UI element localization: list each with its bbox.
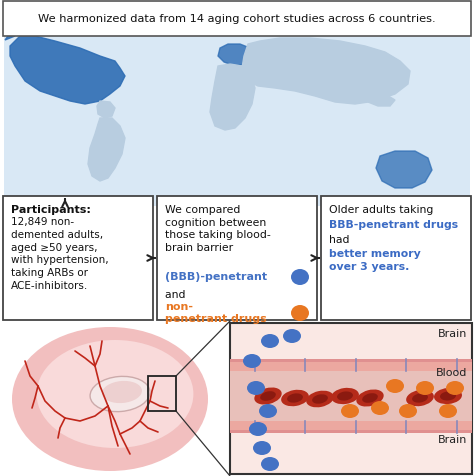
Bar (230, 371, 472, 421)
Text: and: and (165, 290, 189, 300)
Polygon shape (242, 38, 410, 104)
Text: Older adults taking: Older adults taking (329, 205, 433, 215)
Ellipse shape (412, 393, 428, 403)
Ellipse shape (337, 391, 353, 401)
Ellipse shape (36, 340, 193, 448)
Text: had: had (329, 235, 349, 245)
Ellipse shape (281, 390, 309, 406)
Polygon shape (210, 64, 255, 130)
FancyBboxPatch shape (3, 1, 471, 36)
Text: penetrant drugs: penetrant drugs (165, 314, 267, 324)
Text: 12,849 non-
demented adults,
aged ≥50 years,
with hypertension,
taking ARBs or
A: 12,849 non- demented adults, aged ≥50 ye… (11, 217, 109, 291)
Polygon shape (376, 151, 432, 188)
Ellipse shape (259, 404, 277, 418)
Bar (230, 323, 472, 474)
Bar (148, 376, 176, 411)
Bar (230, 430, 472, 433)
Ellipse shape (255, 387, 282, 405)
FancyBboxPatch shape (157, 196, 317, 320)
Ellipse shape (253, 441, 271, 455)
Ellipse shape (291, 305, 309, 321)
Ellipse shape (312, 394, 328, 404)
Ellipse shape (261, 457, 279, 471)
Ellipse shape (446, 381, 464, 395)
FancyBboxPatch shape (321, 196, 471, 320)
Text: better memory
over 3 years.: better memory over 3 years. (329, 249, 421, 272)
Ellipse shape (371, 401, 389, 415)
Ellipse shape (386, 379, 404, 393)
Bar (4, 35, 470, 206)
Polygon shape (97, 101, 115, 118)
Ellipse shape (283, 329, 301, 343)
Ellipse shape (439, 404, 457, 418)
Polygon shape (218, 44, 255, 66)
Ellipse shape (306, 391, 334, 407)
Ellipse shape (287, 393, 303, 403)
Ellipse shape (12, 327, 208, 471)
Ellipse shape (261, 334, 279, 348)
Polygon shape (88, 118, 125, 181)
Ellipse shape (331, 388, 359, 404)
FancyBboxPatch shape (3, 196, 153, 320)
Bar (230, 359, 472, 371)
Ellipse shape (243, 354, 261, 368)
Polygon shape (10, 36, 125, 104)
Ellipse shape (341, 404, 359, 418)
Bar (230, 421, 472, 433)
Polygon shape (368, 94, 395, 106)
Text: We compared
cognition between
those taking blood-
brain barrier: We compared cognition between those taki… (165, 205, 271, 253)
Ellipse shape (90, 377, 150, 412)
Text: We harmonized data from 14 aging cohort studies across 6 countries.: We harmonized data from 14 aging cohort … (38, 13, 436, 23)
Text: Brain: Brain (438, 435, 467, 445)
Text: Participants:: Participants: (11, 205, 91, 215)
Ellipse shape (440, 391, 456, 400)
Ellipse shape (434, 388, 462, 404)
Ellipse shape (356, 389, 383, 407)
Ellipse shape (399, 404, 417, 418)
Ellipse shape (416, 381, 434, 395)
Ellipse shape (406, 390, 434, 406)
Ellipse shape (362, 393, 378, 403)
Ellipse shape (260, 391, 276, 401)
Text: Brain: Brain (438, 329, 467, 339)
Bar (230, 359, 472, 362)
Polygon shape (5, 36, 15, 40)
Ellipse shape (247, 381, 265, 395)
Text: BBB-penetrant drugs: BBB-penetrant drugs (329, 220, 458, 230)
Text: non-: non- (165, 302, 193, 312)
Text: Blood: Blood (436, 368, 467, 378)
Ellipse shape (249, 422, 267, 436)
Text: (BBB)-penetrant: (BBB)-penetrant (165, 272, 267, 282)
Ellipse shape (291, 269, 309, 285)
Ellipse shape (102, 381, 142, 403)
